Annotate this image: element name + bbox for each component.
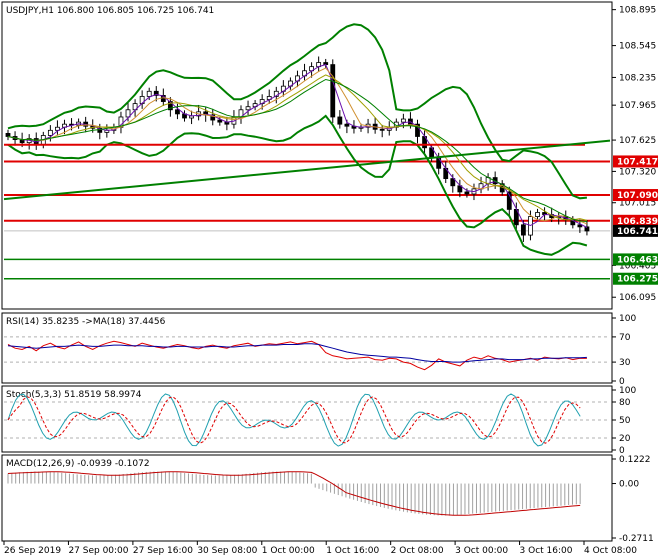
x-tick-label: 3 Oct 16:00 — [520, 546, 573, 556]
stoch-title: Stoch(5,3,3) 51.8519 58.9974 — [6, 390, 142, 400]
macd-y-tick-label: 0.1222 — [619, 455, 651, 465]
y-tick-label: 107.625 — [619, 136, 656, 146]
stoch-y-tick-label: 80 — [619, 398, 631, 408]
stoch-y-tick-label: 20 — [619, 434, 631, 444]
candle-body — [175, 109, 180, 115]
candle-body — [344, 123, 350, 127]
price-level-label: 107.090 — [617, 191, 658, 201]
main-plot — [3, 23, 611, 280]
price-level-label: 106.839 — [617, 217, 658, 227]
candle-body — [210, 114, 216, 121]
price-level-label: 106.463 — [617, 255, 658, 265]
x-tick-label: 27 Sep 00:00 — [68, 546, 128, 556]
candle-body — [379, 128, 385, 131]
rsi-y-tick-label: 70 — [619, 333, 631, 343]
price-level-box — [613, 272, 658, 285]
main-title: USDJPY,H1 106.800 106.805 106.725 106.74… — [6, 6, 214, 16]
candle-body — [217, 119, 223, 123]
x-tick-label: 1 Oct 16:00 — [326, 546, 379, 556]
y-tick-label: 108.895 — [619, 6, 656, 16]
macd-y-tick-label: 0.00 — [619, 480, 639, 490]
stoch-y-tick-label: 50 — [619, 416, 631, 426]
candle-body — [125, 109, 131, 118]
lower-band-line — [7, 114, 588, 256]
x-tick-label: 27 Sep 16:00 — [133, 546, 193, 556]
candle-body — [415, 123, 420, 137]
candle-body — [337, 116, 343, 125]
stoch-y-tick-label: 100 — [619, 386, 636, 396]
rsi-y-tick-label: 30 — [619, 358, 631, 368]
macd-title: MACD(12,26,9) -0.0939 -0.1072 — [6, 459, 150, 469]
x-tick-label: 4 Oct 08:00 — [584, 546, 637, 556]
candle-body — [520, 224, 526, 236]
candle-body — [167, 101, 173, 111]
middle-band-line — [7, 78, 587, 222]
macd-panel — [1, 454, 613, 542]
y-tick-label: 107.015 — [619, 199, 656, 209]
y-tick-label: 106.405 — [619, 261, 656, 271]
x-tick-label: 26 Sep 2019 — [4, 546, 61, 556]
candle-body — [5, 133, 11, 137]
price-level-label: 106.741 — [617, 227, 658, 237]
candle-body — [535, 212, 540, 217]
stoch-k-line — [7, 393, 581, 447]
ma-fast-line — [7, 63, 588, 228]
candle-body — [146, 90, 152, 97]
candle-body — [55, 126, 60, 131]
price-level-box — [613, 253, 658, 266]
candle-body — [330, 64, 336, 118]
y-tick-label: 107.320 — [619, 167, 656, 177]
rsi-panel — [1, 312, 613, 384]
x-tick-label: 2 Oct 08:00 — [391, 546, 444, 556]
candle-body — [245, 106, 251, 111]
candle-body — [577, 224, 583, 228]
stoch-plot — [4, 393, 610, 447]
rsi-y-tick-label: 0 — [619, 377, 625, 387]
rsi-title: RSI(14) 35.8235 ->MA(18) 37.4456 — [6, 317, 166, 327]
candle-body — [464, 191, 470, 195]
ma-medium-line — [7, 67, 588, 225]
price-level-box — [613, 214, 658, 227]
ma-slow-line — [7, 74, 588, 221]
candle-body — [584, 226, 590, 232]
main-y-axis: 108.895 108.545 108.235 107.965 107.625 107.3… — [612, 6, 658, 303]
candle-body — [153, 90, 159, 96]
stoch-d-line — [7, 396, 581, 444]
y-tick-label: 106.095 — [619, 293, 656, 303]
y-tick-label: 107.965 — [619, 101, 656, 111]
macd-signal-line — [7, 471, 581, 516]
rsi-series-line — [7, 340, 587, 371]
y-tick-label: 108.235 — [619, 73, 656, 83]
trend-line-green — [3, 139, 611, 201]
candle-body — [97, 127, 103, 133]
main-panel — [1, 1, 613, 310]
rsi-y-tick-label: 100 — [619, 314, 636, 324]
x-axis: 26 Sep 2019 27 Sep 00:00 27 Sep 16:00 30 Se… — [3, 541, 637, 556]
price-level-box — [613, 189, 658, 202]
candle-body — [506, 191, 512, 210]
price-level-box — [613, 155, 658, 168]
price-level-box — [613, 224, 658, 237]
candle-body — [450, 178, 456, 187]
candle-body — [47, 129, 53, 136]
price-level-label: 107.417 — [617, 157, 658, 167]
stoch-y-tick-label: 0 — [619, 446, 625, 456]
macd-y-tick-label: -0.2711 — [619, 534, 654, 544]
candle-body — [400, 118, 406, 123]
macd-plot — [7, 471, 581, 516]
x-tick-label: 3 Oct 00:00 — [455, 546, 508, 556]
stoch-panel — [1, 385, 613, 453]
upper-band-line — [7, 23, 587, 200]
y-tick-label: 108.545 — [619, 42, 656, 52]
price-level-label: 106.275 — [617, 275, 658, 285]
x-tick-label: 1 Oct 00:00 — [262, 546, 315, 556]
rsi-series-line — [7, 343, 587, 363]
x-tick-label: 30 Sep 08:00 — [197, 546, 257, 556]
rsi-plot — [4, 336, 610, 371]
